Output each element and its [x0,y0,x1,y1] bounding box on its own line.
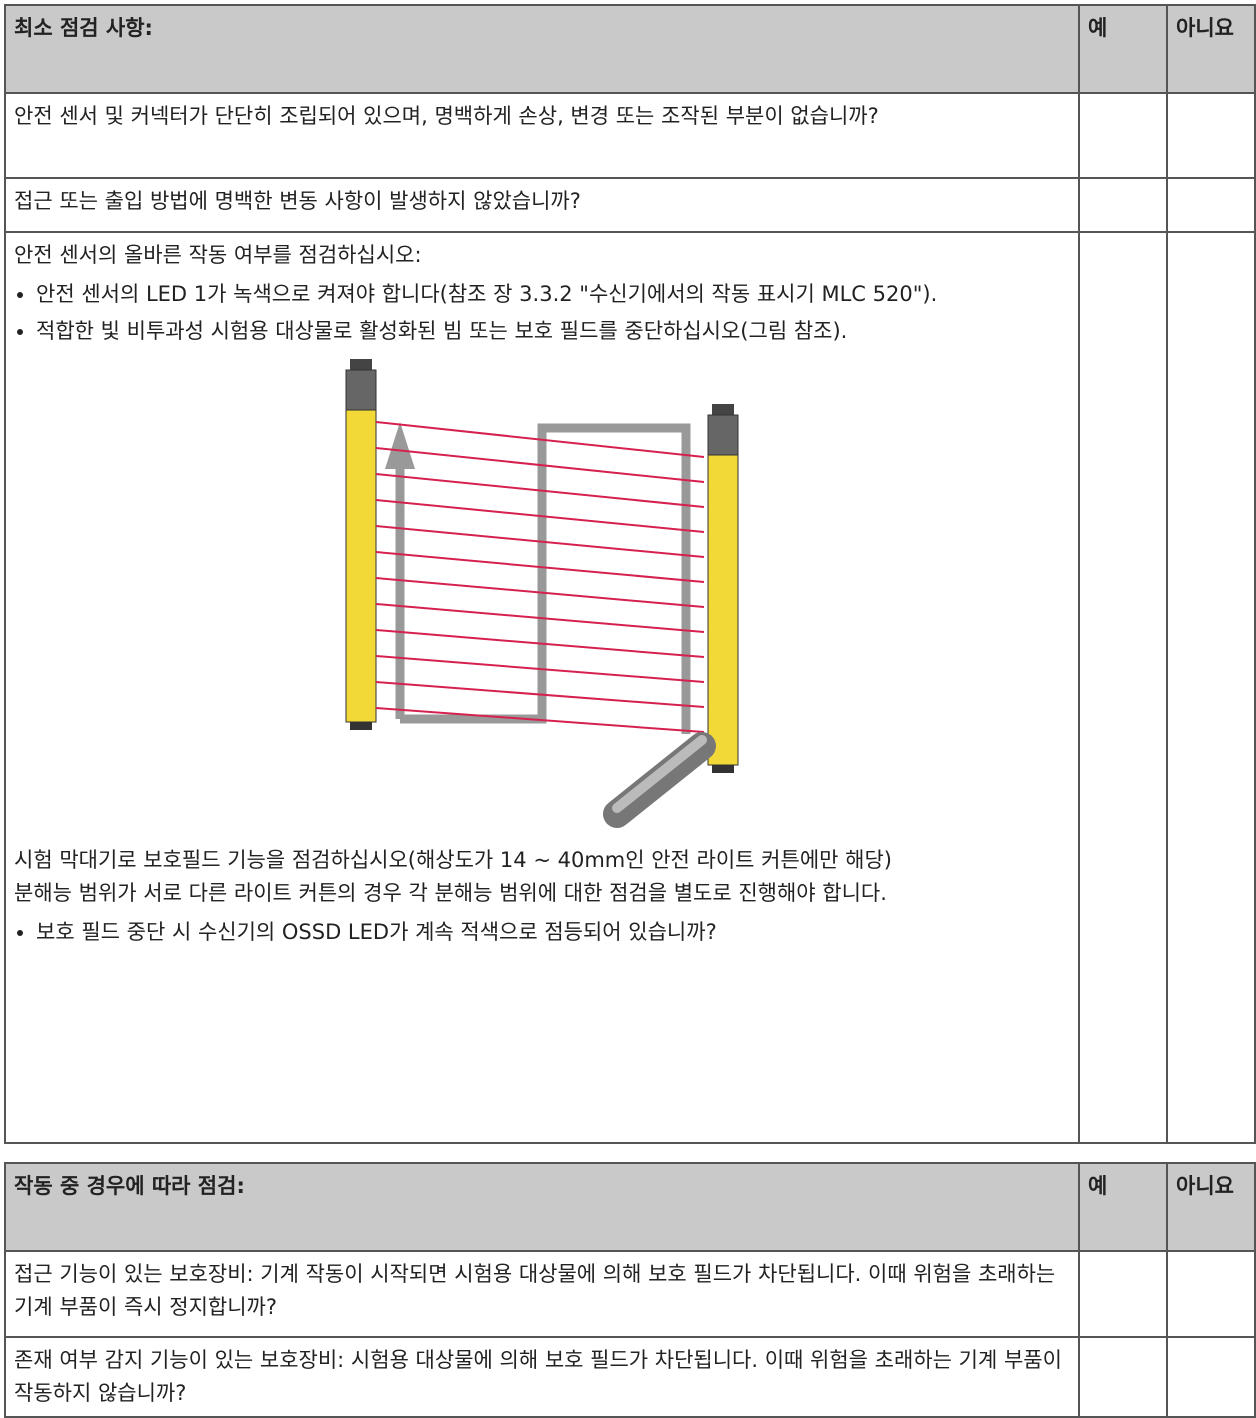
row: 접근 기능이 있는 보호장비: 기계 작동이 시작되면 시험용 대상물에 의해 … [4,1250,1256,1338]
header-cell: 작동 중 경우에 따라 점검: [4,1162,1080,1252]
cell: 접근 또는 출입 방법에 명백한 변동 사항이 발생하지 않았습니까? [4,177,1080,233]
header-cell: 최소 점검 사항: [4,4,1080,94]
list-item: 보호 필드 중단 시 수신기의 OSSD LED가 계속 적색으로 점등되어 있… [36,916,1070,949]
header-cell: 아니요 [1166,4,1256,94]
list: 안전 센서의 LED 1가 녹색으로 켜져야 합니다(참조 장 3.3.2 "수… [14,278,1070,348]
cell: 안전 센서 및 커넥터가 단단히 조립되어 있으며, 명백하게 손상, 변경 또… [4,92,1080,179]
header-row: 작동 중 경우에 따라 점검: 예 아니요 [4,1162,1256,1252]
paragraph: 시험 막대기로 보호필드 기능을 점검하십시오(해상도가 14 ~ 40mm인 … [14,848,892,872]
operation-table: 작동 중 경우에 따라 점검: 예 아니요 접근 기능이 있는 보호장비: 기계… [4,1162,1256,1418]
list-item: 적합한 빛 비투과성 시험용 대상물로 활성화된 빔 또는 보호 필드를 중단하… [36,315,1070,348]
light-curtain-figure [345,359,739,828]
header-row: 최소 점검 사항: 예 아니요 [4,4,1256,94]
row: 안전 센서의 올바른 작동 여부를 점검하십시오: 안전 센서의 LED 1가 … [4,231,1256,1144]
list: 보호 필드 중단 시 수신기의 OSSD LED가 계속 적색으로 점등되어 있… [14,916,1070,949]
list-item: 안전 센서의 LED 1가 녹색으로 켜져야 합니다(참조 장 3.3.2 "수… [36,278,1070,311]
row: 접근 또는 출입 방법에 명백한 변동 사항이 발생하지 않았습니까? [4,177,1256,233]
header-cell: 예 [1078,1162,1168,1252]
row: 존재 여부 감지 기능이 있는 보호장비: 시험용 대상물에 의해 보호 필드가… [4,1336,1256,1418]
cell: 존재 여부 감지 기능이 있는 보호장비: 시험용 대상물에 의해 보호 필드가… [4,1336,1080,1418]
paragraph: 분해능 범위가 서로 다른 라이트 커튼의 경우 각 분해능 범위에 대한 점검… [14,881,887,905]
paragraph: 안전 센서의 올바른 작동 여부를 점검하십시오: [14,243,422,267]
row: 안전 센서 및 커넥터가 단단히 조립되어 있으며, 명백하게 손상, 변경 또… [4,92,1256,179]
checklist-table: 최소 점검 사항: 예 아니요 안전 센서 및 커넥터가 단단히 조립되어 있으… [4,4,1256,1144]
header-cell: 아니요 [1166,1162,1256,1252]
header-cell: 예 [1078,4,1168,94]
cell: 접근 기능이 있는 보호장비: 기계 작동이 시작되면 시험용 대상물에 의해 … [4,1250,1080,1338]
cell: 안전 센서의 올바른 작동 여부를 점검하십시오: 안전 센서의 LED 1가 … [4,231,1080,1144]
